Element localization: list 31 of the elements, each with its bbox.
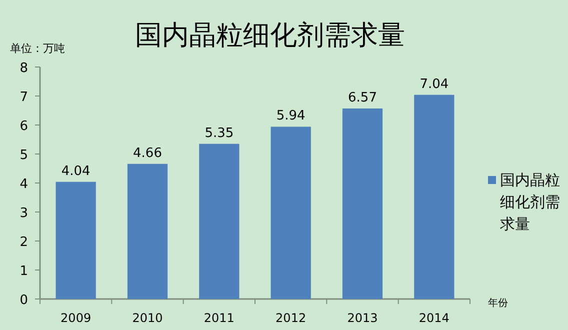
y-axis-title: 单位：万吨 — [10, 42, 65, 55]
y-tick-label: 2 — [20, 235, 28, 250]
x-tick-label: 2011 — [204, 311, 234, 325]
x-axis-title: 年份 — [488, 297, 508, 309]
y-tick-label: 8 — [20, 61, 28, 76]
y-tick-label: 3 — [20, 206, 28, 221]
y-tick-label: 6 — [20, 119, 28, 134]
y-tick-label: 5 — [20, 148, 28, 163]
y-tick-label: 1 — [20, 264, 28, 279]
x-tick-label: 2014 — [418, 311, 450, 325]
x-tick-label: 2013 — [347, 311, 378, 325]
data-label: 6.57 — [348, 90, 377, 106]
y-tick-label: 7 — [20, 90, 28, 105]
legend-label: 国内晶粒细化剂需求量 — [500, 171, 560, 233]
bar — [127, 164, 168, 299]
bar — [56, 182, 96, 299]
data-label: 7.04 — [420, 76, 449, 92]
y-tick-label: 4 — [20, 177, 28, 192]
data-label: 5.35 — [204, 126, 234, 141]
y-tick-label: 0 — [20, 293, 28, 308]
x-tick-label: 2009 — [60, 311, 92, 325]
x-tick-label: 2012 — [276, 311, 306, 325]
bar — [342, 108, 383, 299]
bar — [270, 126, 311, 299]
data-label: 4.66 — [133, 146, 162, 161]
bar — [199, 144, 240, 299]
bar — [414, 94, 454, 299]
data-label: 4.04 — [61, 164, 90, 179]
chart-title: 国内晶粒细化剂需求量 — [135, 20, 405, 51]
x-tick-label: 2010 — [132, 311, 163, 325]
data-label: 5.94 — [276, 108, 306, 124]
